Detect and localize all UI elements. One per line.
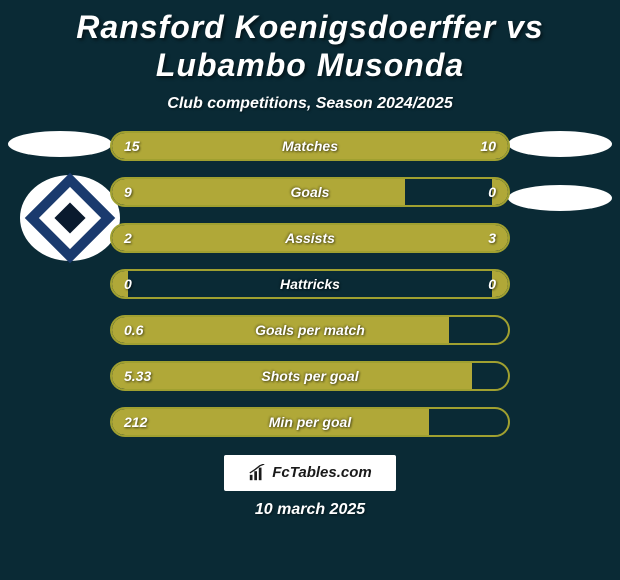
chart-icon bbox=[248, 464, 266, 482]
stat-row: 0.6Goals per match bbox=[110, 315, 510, 345]
stat-row: 90Goals bbox=[110, 177, 510, 207]
stat-label: Assists bbox=[112, 225, 508, 251]
comparison-subtitle: Club competitions, Season 2024/2025 bbox=[0, 95, 620, 113]
stat-row: 5.33Shots per goal bbox=[110, 361, 510, 391]
stat-label: Shots per goal bbox=[112, 363, 508, 389]
comparison-date: 10 march 2025 bbox=[0, 501, 620, 519]
player-photo-left-placeholder bbox=[8, 131, 112, 157]
club-logo-diamond-inner bbox=[54, 202, 85, 233]
stat-row: 1510Matches bbox=[110, 131, 510, 161]
club-logo-diamond-outer bbox=[25, 173, 116, 264]
club-logo-left bbox=[20, 175, 120, 261]
stat-label: Goals per match bbox=[112, 317, 508, 343]
stat-bars-container: 1510Matches 90Goals 23Assists 00Hattricks 0.… bbox=[110, 131, 510, 437]
club-logo-diamond-mid bbox=[39, 187, 101, 249]
branding-badge[interactable]: FcTables.com bbox=[224, 455, 396, 491]
club-logo-right-placeholder bbox=[508, 185, 612, 211]
stat-row: 23Assists bbox=[110, 223, 510, 253]
branding-text: FcTables.com bbox=[272, 464, 371, 481]
stat-row: 00Hattricks bbox=[110, 269, 510, 299]
stat-label: Matches bbox=[112, 133, 508, 159]
player-photo-right-placeholder bbox=[508, 131, 612, 157]
stat-row: 212Min per goal bbox=[110, 407, 510, 437]
stat-label: Hattricks bbox=[112, 271, 508, 297]
stat-label: Min per goal bbox=[112, 409, 508, 435]
comparison-title: Ransford Koenigsdoerffer vs Lubambo Muso… bbox=[0, 0, 620, 89]
comparison-content: 1510Matches 90Goals 23Assists 00Hattricks 0.… bbox=[0, 131, 620, 519]
stat-label: Goals bbox=[112, 179, 508, 205]
